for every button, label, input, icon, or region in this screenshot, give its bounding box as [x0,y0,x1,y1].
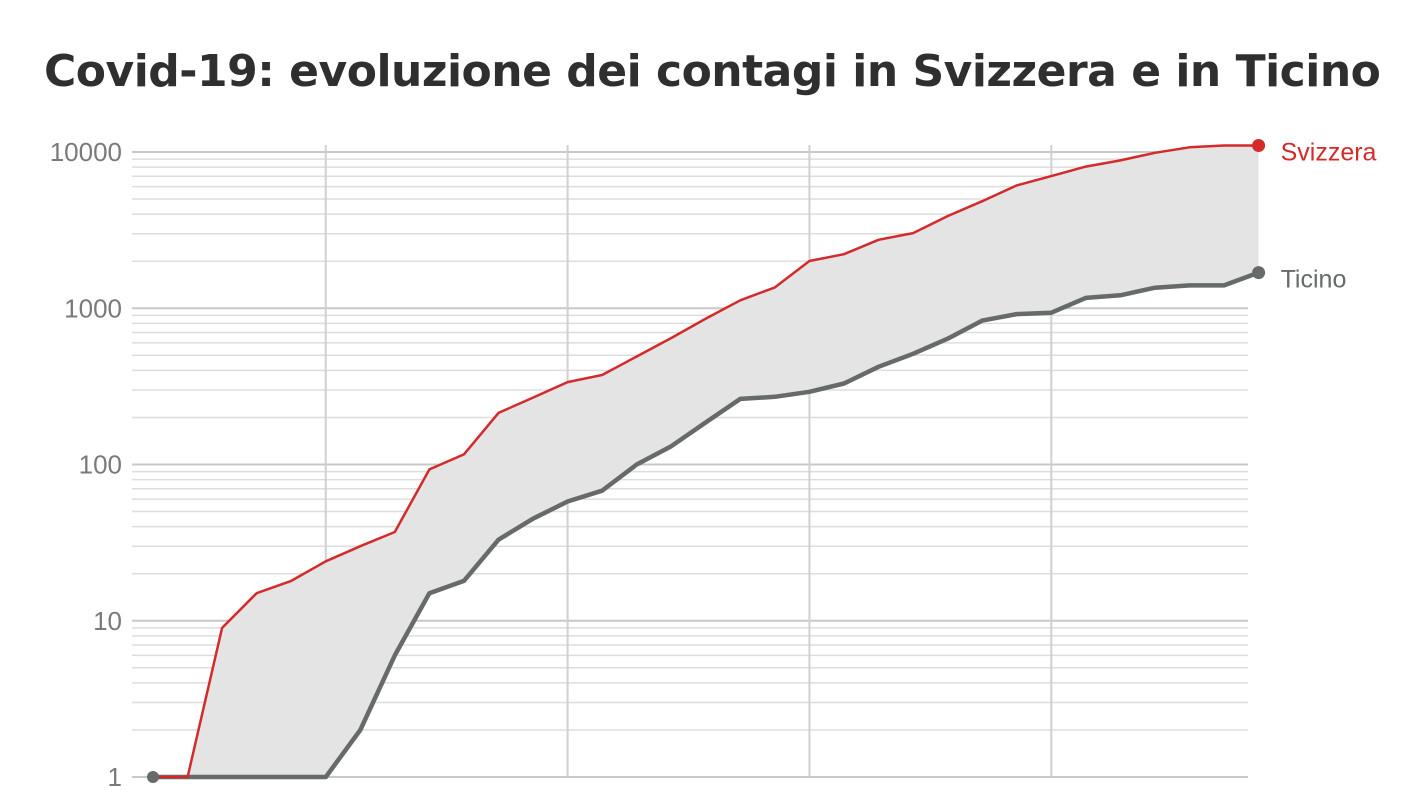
series-end-point [1252,266,1266,280]
y-tick-label: 10000 [50,137,122,167]
series-start-point [147,771,159,783]
y-tick-label: 100 [79,450,122,480]
y-tick-label: 10 [93,606,122,636]
chart-title: Covid-19: evoluzione dei contagi in Sviz… [44,46,1381,97]
area-between-series [153,145,1259,777]
series-label: Svizzera [1281,139,1377,167]
series-label: Ticino [1281,266,1347,294]
series-end-point [1252,139,1266,153]
y-tick-label: 1000 [64,293,122,323]
y-tick-label: 1 [108,762,122,792]
series-line-svizzera [151,144,1260,779]
series-line-ticino [150,270,1261,780]
